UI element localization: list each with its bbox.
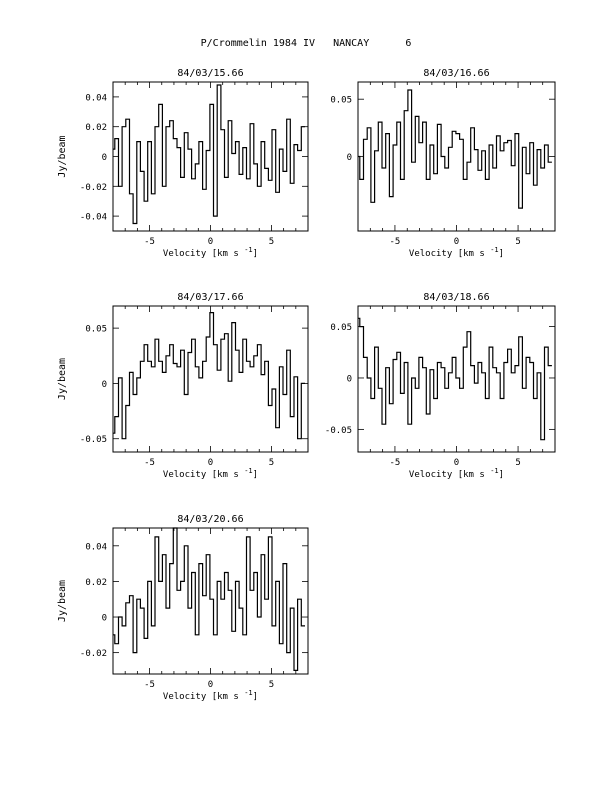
y-tick-label: 0 <box>347 153 352 163</box>
panel-title: 84/03/20.66 <box>177 514 243 525</box>
y-tick-label: -0.04 <box>80 213 107 223</box>
chart-panel: 0.05 0 -5 0 5 84/03/16.66 Velocity [km s -1] <box>330 68 556 259</box>
panel-title: 84/03/15.66 <box>177 68 243 79</box>
y-tick-label: 0 <box>102 153 107 163</box>
chart-panel: 0.04 0.02 0 -0.02 -0.04 -5 0 5 84/03/15.66 Veloci… <box>57 68 309 259</box>
x-axis-label: Velocity [km s -1] <box>163 689 258 702</box>
x-tick-label: -5 <box>390 458 401 468</box>
y-tick-label: 0 <box>347 374 352 384</box>
y-axis-label: Jy/beam <box>57 135 68 177</box>
x-tick-label: 0 <box>208 458 213 468</box>
x-tick-label: 0 <box>208 680 213 690</box>
spectrum-line <box>358 89 552 209</box>
plot-frame <box>357 305 556 453</box>
x-axis-label: Velocity [km s -1] <box>409 246 504 259</box>
x-axis-label: Velocity [km s -1] <box>409 467 504 480</box>
chart-panel: 0.05 0 -0.05 -5 0 5 84/03/17.66 Velocity [km s … <box>57 292 309 480</box>
plot-frame <box>112 527 309 675</box>
y-tick-label: 0 <box>102 614 107 624</box>
y-axis-label: Jy/beam <box>57 358 68 400</box>
y-tick-label: 0 <box>102 380 107 390</box>
plot-frame <box>357 81 556 232</box>
x-tick-label: -5 <box>144 458 155 468</box>
panel-title: 84/03/16.66 <box>423 68 489 79</box>
x-tick-label: 5 <box>269 680 274 690</box>
x-axis-label: Velocity [km s -1] <box>163 467 258 480</box>
y-tick-label: -0.05 <box>80 435 107 445</box>
spectrum-line <box>113 527 305 671</box>
x-tick-label: 0 <box>454 237 459 247</box>
spectrum-line <box>358 317 552 441</box>
x-axis-label: Velocity [km s -1] <box>163 246 258 259</box>
chart-panel: 0.05 0 -0.05 -5 0 5 84/03/18.66 Velocity [km s … <box>325 292 556 480</box>
y-tick-label: 0.02 <box>85 123 107 133</box>
panel-title: 84/03/18.66 <box>423 292 489 303</box>
x-tick-label: 5 <box>269 458 274 468</box>
page-title: P/Crommelin 1984 IV NANCAY 6 <box>200 38 412 49</box>
chart-panel: 0.04 0.02 0 -0.02 -5 0 5 84/03/20.66 Velocity [k… <box>57 514 309 702</box>
y-tick-label: 0.05 <box>330 323 352 333</box>
spectrum-line <box>113 84 305 225</box>
spectrum-line <box>113 312 305 440</box>
x-tick-label: 0 <box>454 458 459 468</box>
y-tick-label: 0.05 <box>85 325 107 335</box>
x-tick-label: 0 <box>208 237 213 247</box>
y-tick-label: 0.04 <box>85 542 107 552</box>
y-tick-label: -0.02 <box>80 183 107 193</box>
x-tick-label: 5 <box>269 237 274 247</box>
x-tick-label: -5 <box>390 237 401 247</box>
y-tick-label: 0.04 <box>85 93 107 103</box>
y-tick-label: -0.02 <box>80 649 107 659</box>
x-tick-label: 5 <box>515 237 520 247</box>
x-tick-label: -5 <box>144 680 155 690</box>
y-tick-label: 0.05 <box>330 96 352 106</box>
y-tick-label: 0.02 <box>85 578 107 588</box>
panel-title: 84/03/17.66 <box>177 292 243 303</box>
x-tick-label: 5 <box>515 458 520 468</box>
x-tick-label: -5 <box>144 237 155 247</box>
y-tick-label: -0.05 <box>325 426 352 436</box>
y-axis-label: Jy/beam <box>57 580 68 622</box>
